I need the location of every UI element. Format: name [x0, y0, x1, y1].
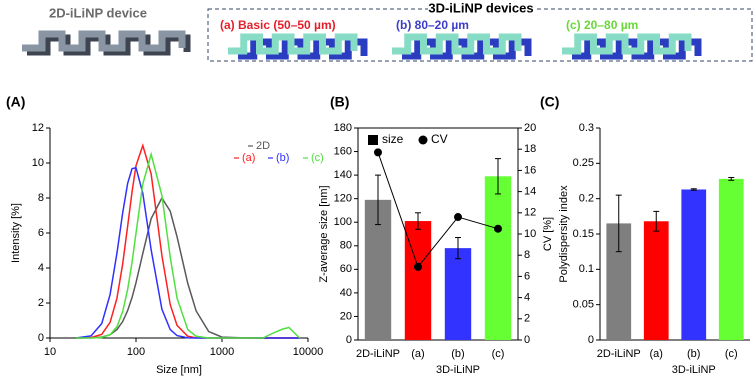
device-label: (c) 20–80 µm: [566, 18, 638, 32]
x-tick-label: 2D-iLiNP: [356, 348, 400, 360]
bar: [643, 221, 669, 340]
device-upper-layer: [562, 33, 692, 55]
device-upper-layer: [392, 33, 522, 55]
y-tick-label: 160: [334, 145, 352, 157]
y2-tick-label: 16: [524, 164, 536, 176]
bar: [444, 248, 472, 340]
y2-tick-label: 2: [524, 313, 530, 325]
y-tick-label: 20: [340, 310, 352, 322]
series-line: [75, 196, 300, 339]
legend-label: (b): [276, 152, 289, 164]
cv-point: [414, 262, 422, 271]
group-label: 3D-iLiNP: [436, 364, 480, 376]
y-tick-label: 0.05: [573, 299, 594, 311]
y2-tick-label: 14: [524, 186, 536, 198]
x-tick-label: (a): [650, 348, 663, 360]
y-axis-label: Intensity [%]: [10, 203, 22, 263]
y-tick-label: 0.25: [573, 157, 594, 169]
series-line: [75, 151, 301, 339]
device-lower-layer: [572, 38, 702, 60]
bar: [484, 176, 512, 340]
y-axis-label: Z-average size [nm]: [318, 185, 330, 282]
y2-tick-label: 10: [524, 228, 536, 240]
x-tick-label: 2D-iLiNP: [597, 348, 641, 360]
y2-tick-label: 12: [524, 207, 536, 219]
y-tick-label: 0: [346, 334, 352, 346]
device-lower-layer: [402, 38, 532, 60]
group-label: 3D-iLiNP: [672, 364, 716, 376]
y-tick-label: 4: [38, 262, 44, 274]
y2-tick-label: 20: [524, 122, 536, 134]
x-tick-label: 100: [127, 346, 145, 358]
y-tick-label: 0: [38, 332, 44, 344]
cv-point: [494, 224, 502, 233]
device-label: (b) 80–20 µm: [396, 18, 469, 32]
legend-label: 2D: [256, 140, 270, 152]
cv-point: [454, 213, 462, 222]
cv-point: [374, 148, 382, 157]
y-tick-label: 8: [38, 192, 44, 204]
y-tick-label: 0: [588, 334, 594, 346]
group-title: 3D-iLiNP devices: [428, 0, 533, 15]
series-line: [75, 143, 300, 339]
y-tick-label: 6: [38, 227, 44, 239]
legend-label: (a): [242, 152, 255, 164]
x-tick-label: 1000: [210, 346, 234, 358]
y-tick-label: 0.15: [573, 228, 594, 240]
device-2d: [22, 30, 186, 52]
y-axis-label: Polydispersity index: [558, 185, 570, 283]
y2-axis-label: CV [%]: [542, 217, 554, 251]
x-tick-label: (b): [687, 348, 700, 360]
panel-label: (A): [6, 94, 25, 110]
x-axis-label: Size [nm]: [156, 364, 202, 376]
y2-tick-label: 8: [524, 249, 530, 261]
bar: [404, 221, 432, 340]
bar: [681, 189, 707, 340]
device-lower-layer: [238, 38, 368, 60]
legend-marker: [368, 135, 378, 145]
legend-label: size: [382, 132, 404, 146]
x-tick-label: (a): [411, 348, 424, 360]
panel-label: (C): [540, 94, 559, 110]
y-tick-label: 40: [340, 287, 352, 299]
y-tick-label: 0.2: [579, 193, 594, 205]
group-title-bg: [428, 2, 534, 16]
y-tick-label: 10: [32, 157, 44, 169]
y-tick-label: 180: [334, 122, 352, 134]
bar: [718, 178, 744, 340]
legend-marker: [418, 135, 428, 145]
y2-tick-label: 0: [524, 334, 530, 346]
y-tick-label: 60: [340, 263, 352, 275]
group-box: [207, 8, 753, 62]
y-tick-label: 120: [334, 193, 352, 205]
legend-label: (c): [311, 152, 324, 164]
x-tick-label: 10000: [293, 346, 324, 358]
legend-label: CV: [431, 132, 448, 146]
y-tick-label: 140: [334, 169, 352, 181]
y-tick-label: 2: [38, 297, 44, 309]
cv-line: [377, 152, 499, 268]
panel-label: (B): [330, 94, 349, 110]
y2-tick-label: 6: [524, 270, 530, 282]
y-tick-label: 0.1: [579, 263, 594, 275]
y-tick-label: 100: [334, 216, 352, 228]
x-tick-label: 10: [44, 346, 56, 358]
y-tick-label: 0.3: [579, 122, 594, 134]
y-tick-label: 12: [32, 122, 44, 134]
left-device-label: 2D-iLiNP device: [49, 5, 147, 20]
device-upper-layer: [228, 33, 358, 55]
device-label: (a) Basic (50–50 µm): [220, 18, 336, 32]
series-line: [75, 166, 300, 339]
x-tick-label: (b): [451, 348, 464, 360]
y2-tick-label: 4: [524, 292, 530, 304]
y-tick-label: 80: [340, 240, 352, 252]
x-tick-label: (c): [492, 348, 505, 360]
y2-tick-label: 18: [524, 143, 536, 155]
x-tick-label: (c): [725, 348, 738, 360]
